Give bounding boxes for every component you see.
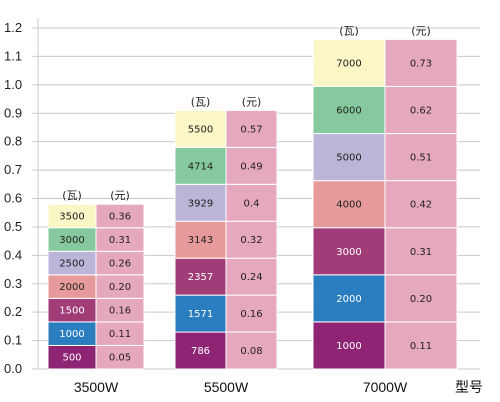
yuan-label: 0.16 [240, 309, 262, 320]
watt-label: 3000 [59, 235, 84, 246]
yuan-segment [225, 257, 278, 296]
yuan-unit-label: (元) [110, 189, 130, 202]
yuan-segment [225, 220, 278, 259]
watt-label: 7000 [336, 58, 361, 69]
watt-label: 3929 [188, 198, 213, 209]
y-tick-label: 1.0 [4, 77, 22, 92]
yuan-label: 0.08 [240, 346, 262, 357]
yuan-label: 0.20 [410, 294, 432, 305]
yuan-segment [384, 133, 458, 182]
yuan-label: 0.11 [109, 329, 131, 340]
y-tick-label: 0.2 [4, 304, 22, 319]
watt-unit-label: (瓦) [191, 95, 211, 108]
watt-unit-label: (瓦) [62, 189, 82, 202]
bar-group-3500w: 500 0.05 1000 0.11 1500 0.16 2000 0.20 2500 0.26 3… [47, 189, 145, 370]
watt-label: 4000 [336, 200, 361, 211]
yuan-segment [384, 180, 458, 229]
bar-group-5500w: 786 0.08 1571 0.16 2357 0.24 3143 0.32 3929 0.4 47… [174, 95, 278, 370]
watt-segment [312, 38, 386, 87]
yuan-label: 0.36 [109, 211, 131, 222]
yuan-label: 0.51 [410, 153, 432, 164]
y-tick-label: 1.1 [4, 48, 22, 63]
yuan-segment [384, 38, 458, 87]
yuan-label: 0.24 [240, 272, 262, 283]
yuan-segment [95, 203, 145, 229]
yuan-label: 0.31 [109, 235, 131, 246]
y-tick-label: 0.3 [4, 276, 22, 291]
y-tick-label: 0.6 [4, 191, 22, 206]
watt-label: 3500 [59, 211, 84, 222]
yuan-segment [225, 294, 278, 333]
watt-label: 3000 [336, 247, 361, 258]
x-axis-model-labels: 3500W 5500W 7000W [74, 379, 408, 395]
watt-label: 4714 [188, 161, 213, 172]
watt-segment [312, 85, 386, 135]
watt-segment [174, 220, 227, 259]
bar-groups: 500 0.05 1000 0.11 1500 0.16 2000 0.20 2500 0.26 3… [47, 24, 458, 370]
yuan-segment [384, 85, 458, 135]
watt-segment [312, 133, 386, 182]
watt-label: 786 [191, 346, 210, 357]
yuan-label: 0.11 [410, 341, 432, 352]
watt-label: 6000 [336, 106, 361, 117]
yuan-unit-label: (元) [411, 24, 431, 37]
yuan-label: 0.32 [240, 235, 262, 246]
yuan-segment [225, 109, 278, 148]
yuan-label: 0.16 [109, 306, 131, 317]
y-tick-label: 0.1 [4, 333, 22, 348]
watt-label: 2357 [188, 272, 213, 283]
watt-label: 1500 [59, 306, 84, 317]
x-tick-label: 3500W [74, 379, 119, 395]
watt-label: 2000 [59, 282, 84, 293]
y-tick-label: 0.9 [4, 105, 22, 120]
yuan-unit-label: (元) [242, 95, 262, 108]
y-axis-tick-labels: 0.0 0.1 0.2 0.3 0.4 0.5 0.6 0.7 0.8 0.9 1.0 1.1 1.2 [4, 20, 22, 376]
watt-label: 2500 [59, 259, 84, 270]
watt-segment [174, 331, 227, 370]
yuan-label: 0.20 [109, 282, 131, 293]
y-tick-label: 0.0 [4, 361, 22, 376]
yuan-label: 0.26 [109, 259, 131, 270]
watt-label: 3143 [188, 235, 213, 246]
yuan-label: 0.73 [410, 58, 432, 69]
x-tick-label: 7000W [363, 379, 408, 395]
watt-label: 1000 [336, 341, 361, 352]
yuan-label: 0.05 [109, 353, 131, 364]
yuan-segment [225, 146, 278, 185]
watt-segment [174, 109, 227, 148]
yuan-label: 0.4 [244, 198, 260, 209]
bar-group-7000w: 1000 0.11 2000 0.20 3000 0.31 4000 0.42 5000 0.51… [312, 24, 458, 370]
watt-unit-label: (瓦) [339, 24, 359, 37]
y-tick-label: 0.8 [4, 134, 22, 149]
yuan-segment [225, 183, 278, 222]
watt-label: 2000 [336, 294, 361, 305]
y-tick-label: 1.2 [4, 20, 22, 35]
watt-label: 5500 [188, 124, 213, 135]
y-tick-label: 0.7 [4, 162, 22, 177]
watt-label: 1000 [59, 329, 84, 340]
yuan-segment [384, 274, 458, 323]
yuan-segment [384, 321, 458, 370]
yuan-label: 0.62 [410, 106, 432, 117]
watt-segment [174, 183, 227, 222]
yuan-label: 0.42 [410, 200, 432, 211]
y-tick-label: 0.5 [4, 219, 22, 234]
y-tick-label: 0.4 [4, 247, 22, 262]
yuan-label: 0.31 [410, 247, 432, 258]
x-tick-label: 5500W [204, 379, 249, 395]
watt-label: 1571 [188, 309, 213, 320]
watt-label: 500 [62, 353, 81, 364]
watt-label: 5000 [336, 153, 361, 164]
yuan-label: 0.49 [240, 161, 262, 172]
x-axis-label: 型号 [455, 379, 483, 395]
yuan-label: 0.57 [240, 124, 262, 135]
watt-segment [312, 321, 386, 370]
